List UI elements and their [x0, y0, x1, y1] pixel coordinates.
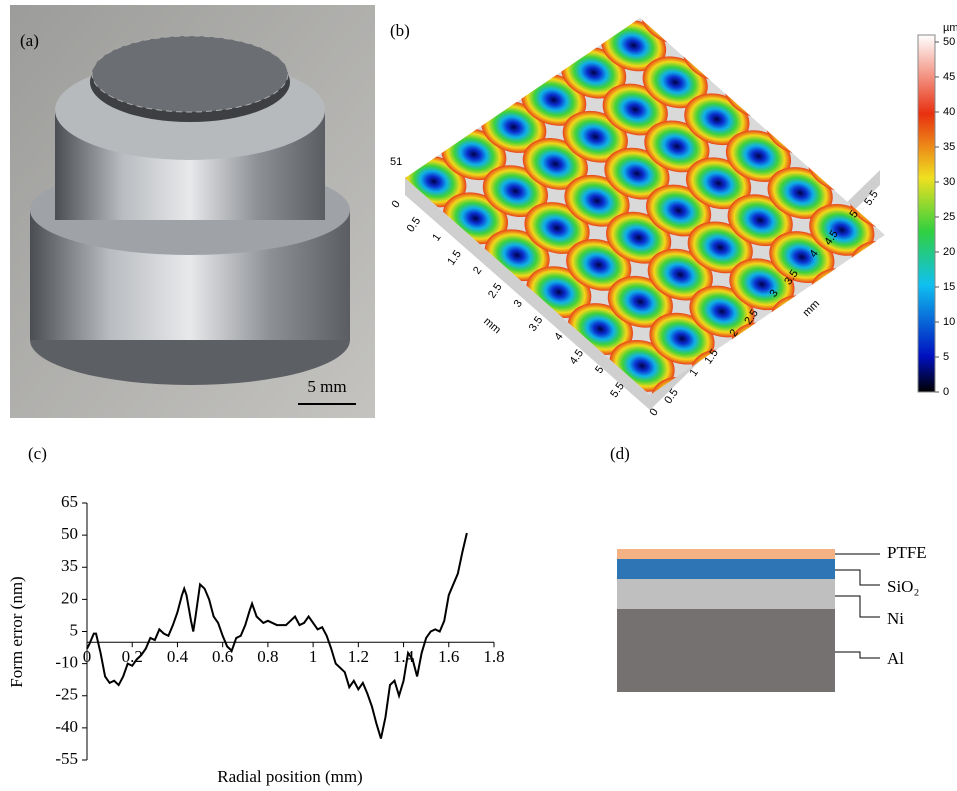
layer-label: SiO₂	[887, 577, 919, 596]
axis-tick-label: 1.5	[445, 248, 464, 267]
layer-label: Al	[887, 649, 904, 668]
y-tick-label: -40	[55, 717, 78, 736]
surface	[306, 0, 957, 466]
layer-label: PTFE	[887, 543, 927, 562]
x-tick-label: 1.2	[348, 647, 369, 666]
axis-tick-label: 1	[687, 367, 700, 379]
colorbar	[918, 35, 935, 392]
panel-label: (a)	[20, 31, 39, 50]
figure: (a) 5 mm (b) 51 mm mm µm (c) Radial posi…	[0, 0, 957, 791]
page: (a) 5 mm (b) 51 mm mm µm (c) Radial posi…	[0, 0, 957, 791]
y-tick-label: 65	[61, 492, 78, 511]
layer-label: Ni	[887, 609, 904, 628]
y-tick-label: 20	[61, 588, 78, 607]
colorbar-tick-label: 20	[943, 246, 955, 258]
axis-tick-label: 0	[389, 199, 402, 211]
colorbar-tick-label: 40	[943, 106, 955, 118]
data-line	[87, 533, 467, 739]
panel-label: (b)	[390, 21, 410, 40]
dimple	[586, 0, 678, 18]
colorbar-tick-label: 10	[943, 316, 955, 328]
layer-stack	[617, 549, 880, 692]
x-tick-label: 0	[83, 647, 92, 666]
colorbar-tick-label: 30	[943, 176, 955, 188]
colorbar-tick-label: 45	[943, 71, 955, 83]
height-label: 51	[390, 156, 402, 168]
colorbar-tick-label: 35	[943, 141, 955, 153]
x-axis-title: Radial position (mm)	[217, 767, 362, 786]
colorbar-tick-label: 50	[943, 36, 955, 48]
x-tick-label: 1	[309, 647, 318, 666]
axis-title: mm	[481, 315, 503, 336]
colorbar-tick-label: 5	[943, 351, 949, 363]
panel-label: (d)	[610, 444, 630, 463]
axis-title: mm	[801, 298, 822, 319]
axis-tick-label: 3	[512, 298, 525, 310]
x-tick-label: 1.6	[438, 647, 459, 666]
x-tick-label: 1.8	[483, 647, 504, 666]
axis-tick-label: 2.5	[486, 281, 505, 300]
scale-bar-label: 5 mm	[307, 377, 346, 396]
axis-tick-label: 3.5	[527, 314, 546, 333]
axis-tick-label: 0.5	[405, 215, 424, 234]
panel-label: (c)	[28, 444, 47, 463]
axis-tick-label: 0	[647, 407, 660, 419]
y-tick-label: 35	[61, 556, 78, 575]
colorbar-tick-label: 0	[943, 386, 949, 398]
y-tick-label: -10	[55, 653, 78, 672]
colorbar-unit: µm	[943, 22, 957, 34]
x-tick-label: 0.4	[167, 647, 189, 666]
y-tick-label: 50	[61, 524, 78, 543]
sample-illustration	[30, 36, 350, 385]
y-axis-title: Form error (nm)	[7, 576, 26, 687]
x-tick-label: 0.8	[257, 647, 278, 666]
axis-tick-label: 1	[430, 232, 443, 244]
y-tick-label: -25	[55, 685, 78, 704]
colorbar-tick-label: 25	[943, 211, 955, 223]
colorbar-tick-label: 15	[943, 281, 955, 293]
y-tick-label: 5	[70, 620, 79, 639]
y-tick-label: -55	[55, 749, 78, 768]
axis-tick-label: 2	[471, 265, 484, 277]
